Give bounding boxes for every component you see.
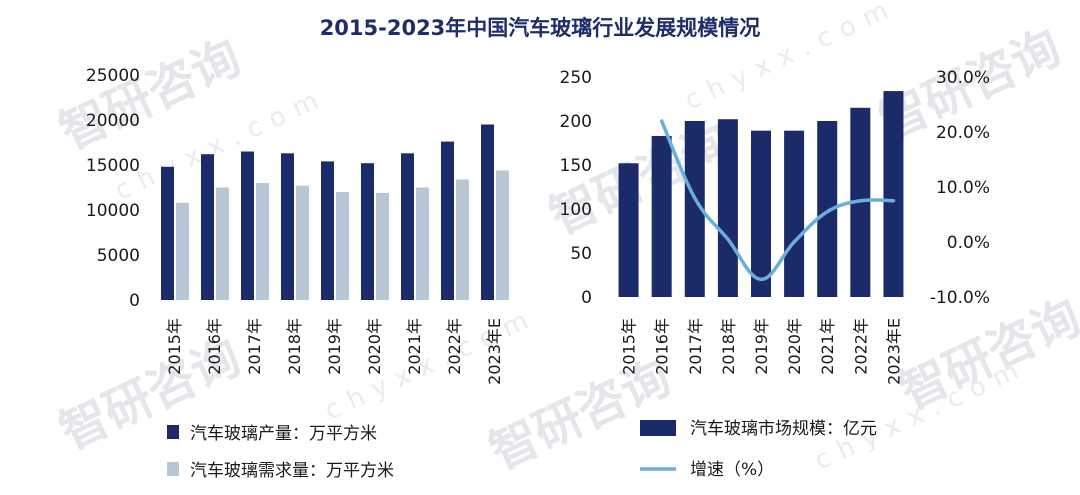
- x-category-label: 2016年: [653, 318, 672, 375]
- x-category-label: 2016年: [205, 318, 224, 375]
- bar-market-size: [651, 135, 672, 297]
- watermark-brand: 智研咨询: [481, 349, 679, 481]
- bar-market-size: [883, 91, 904, 297]
- x-category-label: 2015年: [620, 318, 639, 375]
- bar-production: [321, 161, 334, 300]
- x-category-label: 2020年: [785, 318, 804, 375]
- y-left-tick-label: 0: [581, 288, 592, 308]
- bar-production: [441, 141, 454, 300]
- bar-demand: [336, 192, 349, 300]
- bar-demand: [176, 202, 189, 300]
- bar-production: [161, 166, 174, 300]
- y-right-tick-label: -10.0%: [930, 288, 990, 308]
- x-category-label: 2021年: [818, 318, 837, 375]
- line-growth-rate: [659, 119, 896, 282]
- legend-label-growth: 增速（%）: [690, 460, 774, 480]
- y-tick-label: 5000: [97, 246, 140, 266]
- x-category-label: 2022年: [851, 318, 870, 375]
- x-category-label: 2020年: [365, 318, 384, 375]
- chart-title: 2015-2023年中国汽车玻璃行业发展规模情况: [319, 16, 761, 40]
- x-category-label: 2018年: [285, 318, 304, 375]
- y-tick-label: 20000: [86, 111, 140, 131]
- legend-swatch-production: [167, 425, 179, 439]
- watermark-domain: chyxx.com: [680, 0, 902, 116]
- legend-swatch-demand: [167, 462, 179, 476]
- x-category-label: 2015年: [165, 318, 184, 375]
- y-tick-label: 15000: [86, 156, 140, 176]
- x-category-label: 2022年: [445, 318, 464, 375]
- bar-production: [241, 151, 254, 300]
- y-tick-label: 25000: [86, 66, 140, 86]
- x-category-label: 2017年: [245, 318, 264, 375]
- legend-label-production: 汽车玻璃产量：万平方米: [190, 424, 377, 444]
- bar-market-size: [717, 119, 738, 298]
- right-chart: 0 50 100 150 200 250 -10.0% 0.0% 10.0% 20.0% 30.0%…: [560, 68, 990, 385]
- x-category-label: 2017年: [686, 318, 705, 375]
- x-category-label: 2019年: [325, 318, 344, 375]
- bar-production: [201, 154, 214, 300]
- x-category-label: 2019年: [752, 318, 771, 375]
- x-category-label: 2023年E: [485, 318, 504, 385]
- bar-production: [481, 124, 494, 300]
- bar-demand: [376, 192, 389, 300]
- bar-demand: [256, 183, 269, 300]
- x-category-label: 2018年: [719, 318, 738, 375]
- watermark-brand: 智研咨询: [541, 114, 739, 246]
- y-tick-label: 0: [129, 291, 140, 311]
- x-category-label: 2023年E: [884, 318, 903, 385]
- y-right-tick-label: 10.0%: [936, 178, 990, 198]
- bar-market-size: [751, 130, 771, 297]
- y-tick-label: 10000: [86, 201, 140, 221]
- bar-market-size: [784, 130, 805, 297]
- legend-label-market-size: 汽车玻璃市场规模：亿元: [690, 419, 877, 439]
- bar-demand: [216, 187, 229, 300]
- bar-market-size: [817, 121, 838, 297]
- y-right-tick-label: 20.0%: [936, 123, 990, 143]
- x-category-label: 2021年: [405, 318, 424, 375]
- legend-label-demand: 汽车玻璃需求量：万平方米: [190, 461, 394, 481]
- y-right-tick-label: 0.0%: [947, 233, 990, 253]
- bar-production: [361, 163, 374, 300]
- y-left-tick-label: 200: [560, 112, 592, 132]
- bar-market-size: [684, 121, 705, 297]
- watermark-domain: chyxx.com: [320, 302, 542, 427]
- bar-demand: [456, 179, 469, 300]
- y-left-tick-label: 50: [570, 244, 592, 264]
- bar-production: [401, 153, 414, 300]
- y-right-tick-label: 30.0%: [936, 68, 990, 88]
- bar-demand: [496, 170, 509, 300]
- bar-demand: [296, 185, 309, 300]
- bar-demand: [416, 187, 429, 300]
- y-left-tick-label: 100: [560, 200, 592, 220]
- bar-production: [281, 153, 294, 300]
- y-left-tick-label: 250: [560, 68, 592, 88]
- y-left-tick-label: 150: [560, 156, 592, 176]
- bar-market-size: [618, 163, 639, 297]
- legend-swatch-market-size: [640, 420, 676, 436]
- left-chart: 0 5000 10000 15000 20000 25000 2015年 2016年 2017年…: [86, 66, 509, 385]
